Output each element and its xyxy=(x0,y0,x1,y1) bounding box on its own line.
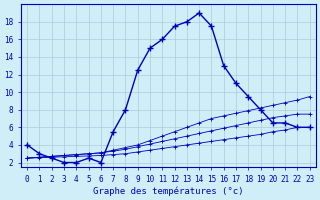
X-axis label: Graphe des températures (°c): Graphe des températures (°c) xyxy=(93,186,244,196)
